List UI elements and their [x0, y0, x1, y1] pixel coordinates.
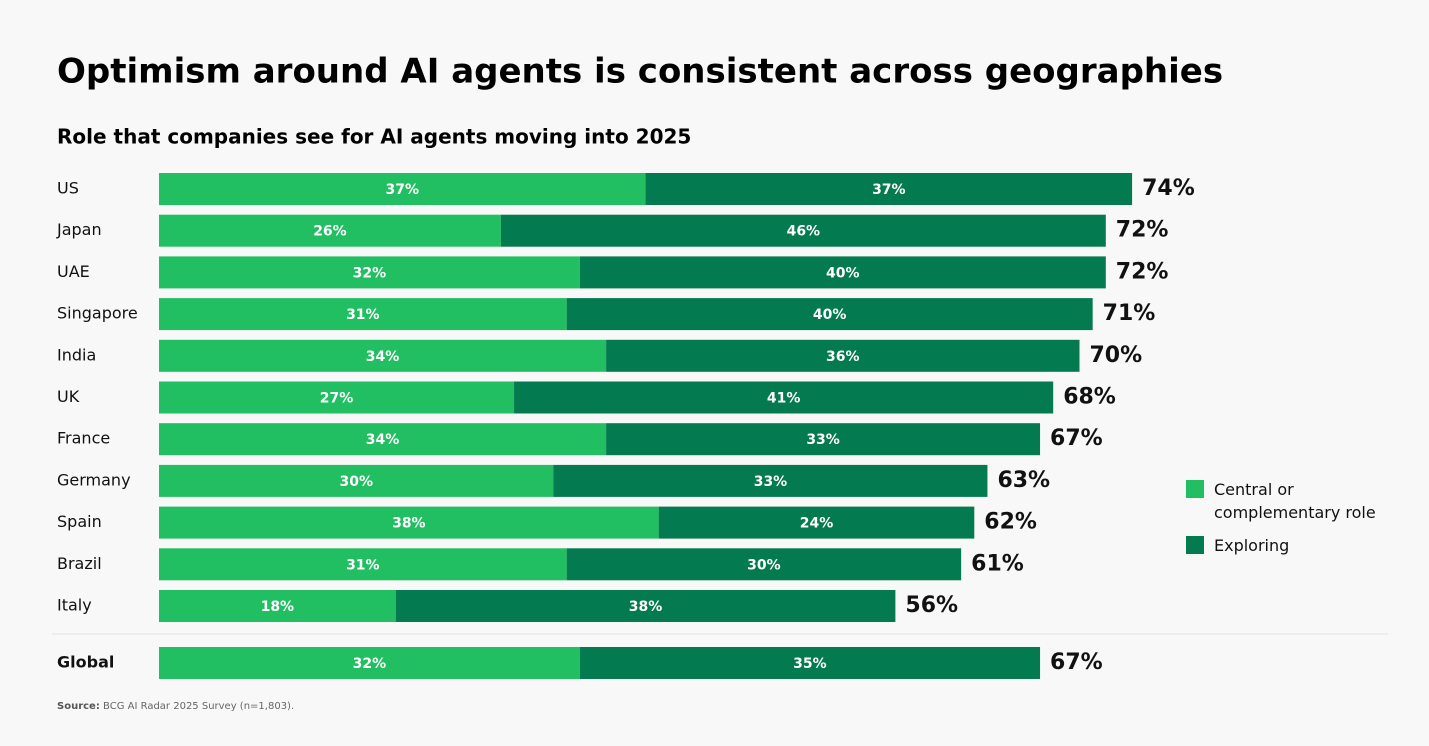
segment-label: 27%: [320, 391, 354, 407]
total-label: 62%: [984, 510, 1037, 535]
total-label: 63%: [997, 468, 1050, 493]
total-label: 56%: [905, 593, 958, 618]
legend-label: Exploring: [1214, 536, 1290, 555]
segment-label: 37%: [872, 182, 906, 198]
segment-label: 26%: [313, 224, 347, 240]
bar-segment: [500, 214, 1106, 247]
bar-segment: [566, 298, 1093, 331]
category-label: Global: [57, 653, 114, 672]
bar-segment: [553, 464, 988, 497]
segment-label: 30%: [747, 557, 781, 573]
total-label: 67%: [1050, 650, 1103, 675]
bar-segment: [514, 381, 1054, 414]
source-text: BCG AI Radar 2025 Survey (n=1,803).: [103, 701, 295, 712]
bar-segment: [159, 298, 567, 331]
segment-label: 38%: [629, 599, 663, 615]
total-label: 72%: [1116, 218, 1169, 243]
bar-segment: [159, 381, 515, 414]
segment-label: 35%: [793, 656, 827, 672]
segment-label: 32%: [353, 656, 387, 672]
segment-label: 32%: [353, 265, 387, 281]
category-label: US: [57, 179, 79, 198]
segment-label: 30%: [339, 474, 373, 490]
bar-segment: [579, 647, 1041, 679]
bar-segment: [579, 256, 1106, 289]
segment-label: 34%: [366, 432, 400, 448]
total-label: 61%: [971, 551, 1024, 576]
total-label: 70%: [1090, 343, 1143, 368]
legend-swatch: [1186, 536, 1204, 554]
bar-segment: [606, 423, 1041, 456]
category-label: Japan: [56, 220, 102, 239]
bar-segment: [159, 464, 554, 497]
segment-label: 31%: [346, 557, 380, 573]
category-label: Brazil: [57, 554, 102, 573]
bar-segment: [566, 548, 962, 581]
total-label: 67%: [1050, 426, 1103, 451]
total-label: 68%: [1063, 385, 1116, 410]
legend-item: Exploring: [1186, 534, 1386, 557]
source-note: Source: BCG AI Radar 2025 Survey (n=1,80…: [57, 701, 294, 712]
category-label: India: [57, 345, 96, 364]
category-label: UK: [57, 387, 80, 406]
category-label: Spain: [57, 512, 102, 531]
legend-swatch: [1186, 480, 1204, 498]
segment-label: 34%: [366, 349, 400, 365]
bar-segment: [159, 548, 567, 581]
category-label: Germany: [57, 470, 131, 489]
bar-segment: [159, 647, 580, 679]
bar-segment: [159, 173, 646, 205]
segment-label: 41%: [767, 391, 801, 407]
segment-label: 37%: [386, 182, 420, 198]
segment-label: 38%: [392, 516, 426, 532]
segment-label: 31%: [346, 307, 380, 323]
segment-label: 33%: [754, 474, 788, 490]
bar-segment: [159, 423, 607, 456]
chart-subtitle: Role that companies see for AI agents mo…: [57, 125, 691, 149]
source-label: Source:: [57, 701, 100, 712]
legend-item: Central or complementary role: [1186, 478, 1386, 524]
chart-title: Optimism around AI agents is consistent …: [57, 52, 1223, 92]
bar-segment: [395, 590, 896, 622]
total-label: 72%: [1116, 259, 1169, 284]
bar-segment: [159, 506, 659, 539]
segment-label: 46%: [787, 224, 821, 240]
category-label: Singapore: [57, 304, 138, 323]
category-label: UAE: [57, 262, 90, 281]
segment-label: 40%: [826, 265, 860, 281]
legend-label: Central or complementary role: [1214, 480, 1376, 522]
segment-label: 40%: [813, 307, 847, 323]
total-label: 74%: [1142, 176, 1195, 201]
category-label: France: [57, 429, 110, 448]
total-label: 71%: [1103, 301, 1156, 326]
bar-segment: [159, 590, 396, 622]
bar-segment: [645, 173, 1133, 205]
segment-label: 18%: [261, 599, 295, 615]
segment-label: 36%: [826, 349, 860, 365]
segment-label: 33%: [806, 432, 840, 448]
segment-label: 24%: [800, 516, 834, 532]
legend: Central or complementary role Exploring: [1186, 478, 1386, 567]
bar-segment: [658, 506, 975, 539]
category-label: Italy: [57, 596, 92, 615]
bar-segment: [606, 339, 1080, 372]
bar-segment: [159, 339, 607, 372]
bar-segment: [159, 214, 501, 247]
bar-segment: [159, 256, 580, 289]
